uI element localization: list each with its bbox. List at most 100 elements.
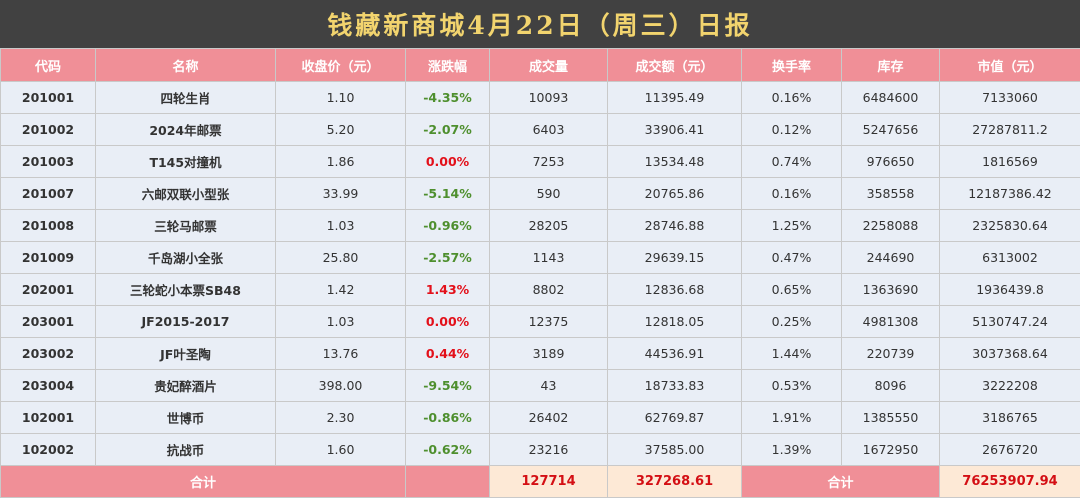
total-volume: 127714: [489, 465, 608, 498]
cell-code: 201007: [0, 177, 96, 210]
table-row: 102002 抗战币 1.60 -0.62% 23216 37585.00 1.39% 167…: [0, 433, 1080, 466]
daily-report-table: 代码 名称 收盘价（元） 涨跌幅 成交量 成交额（元） 换手率 库存 市值（元）…: [0, 48, 1080, 498]
total-label: 合计: [0, 465, 406, 498]
cell-stock: 1385550: [841, 401, 940, 434]
cell-name: 四轮生肖: [95, 81, 276, 114]
cell-code: 203001: [0, 305, 96, 338]
cell-turnover: 29639.15: [607, 241, 742, 274]
cell-cap: 3222208: [939, 369, 1080, 402]
header-cap: 市值（元）: [939, 48, 1080, 82]
cell-stock: 220739: [841, 337, 940, 370]
header-change: 涨跌幅: [405, 48, 490, 82]
header-turnover: 成交额（元）: [607, 48, 742, 82]
cell-stock: 1672950: [841, 433, 940, 466]
cell-cap: 2325830.64: [939, 209, 1080, 242]
cell-stock: 1363690: [841, 273, 940, 306]
cell-name: 贵妃醉酒片: [95, 369, 276, 402]
table-row: 201007 六邮双联小型张 33.99 -5.14% 590 20765.86 0.16%…: [0, 177, 1080, 210]
cell-rate: 0.47%: [741, 241, 842, 274]
cell-change: -2.57%: [405, 241, 490, 274]
cell-cap: 2676720: [939, 433, 1080, 466]
cell-stock: 244690: [841, 241, 940, 274]
table-row: 102001 世博币 2.30 -0.86% 26402 62769.87 1.91% 138…: [0, 401, 1080, 434]
cell-volume: 12375: [489, 305, 608, 338]
cell-volume: 10093: [489, 81, 608, 114]
cell-rate: 0.12%: [741, 113, 842, 146]
cell-volume: 28205: [489, 209, 608, 242]
cell-cap: 27287811.2: [939, 113, 1080, 146]
cell-change: 0.00%: [405, 305, 490, 338]
cell-close: 1.86: [275, 145, 406, 178]
table-row: 201008 三轮马邮票 1.03 -0.96% 28205 28746.88 1.25% 2…: [0, 209, 1080, 242]
cell-turnover: 28746.88: [607, 209, 742, 242]
cell-name: JF叶圣陶: [95, 337, 276, 370]
cell-change: 0.44%: [405, 337, 490, 370]
header-volume: 成交量: [489, 48, 608, 82]
title-bar: 钱藏新商城4月22日（周三）日报: [0, 0, 1080, 48]
cell-code: 203002: [0, 337, 96, 370]
cell-close: 33.99: [275, 177, 406, 210]
cell-rate: 1.44%: [741, 337, 842, 370]
cell-turnover: 11395.49: [607, 81, 742, 114]
cell-volume: 590: [489, 177, 608, 210]
table-row: 201001 四轮生肖 1.10 -4.35% 10093 11395.49 0.16% 64…: [0, 81, 1080, 114]
cell-turnover: 12818.05: [607, 305, 742, 338]
cell-change: -0.96%: [405, 209, 490, 242]
total-label-2: 合计: [741, 465, 940, 498]
cell-close: 1.03: [275, 305, 406, 338]
cell-code: 202001: [0, 273, 96, 306]
cell-code: 102002: [0, 433, 96, 466]
cell-volume: 1143: [489, 241, 608, 274]
cell-cap: 7133060: [939, 81, 1080, 114]
cell-change: -2.07%: [405, 113, 490, 146]
cell-name: 三轮马邮票: [95, 209, 276, 242]
cell-rate: 0.53%: [741, 369, 842, 402]
total-row: 合计 127714 327268.61 合计 76253907.94: [0, 465, 1080, 498]
table-row: 203004 贵妃醉酒片 398.00 -9.54% 43 18733.83 0.53% 80…: [0, 369, 1080, 402]
table-row: 202001 三轮蛇小本票SB48 1.42 1.43% 8802 12836.68 0.6…: [0, 273, 1080, 306]
cell-turnover: 18733.83: [607, 369, 742, 402]
cell-turnover: 13534.48: [607, 145, 742, 178]
cell-change: 0.00%: [405, 145, 490, 178]
cell-cap: 5130747.24: [939, 305, 1080, 338]
cell-change: -5.14%: [405, 177, 490, 210]
cell-cap: 3037368.64: [939, 337, 1080, 370]
cell-turnover: 12836.68: [607, 273, 742, 306]
cell-name: 2024年邮票: [95, 113, 276, 146]
cell-turnover: 37585.00: [607, 433, 742, 466]
cell-rate: 0.74%: [741, 145, 842, 178]
cell-change: -0.86%: [405, 401, 490, 434]
table-row: 201009 千岛湖小全张 25.80 -2.57% 1143 29639.15 0.47%…: [0, 241, 1080, 274]
cell-volume: 26402: [489, 401, 608, 434]
cell-close: 13.76: [275, 337, 406, 370]
cell-name: 抗战币: [95, 433, 276, 466]
table-row: 201003 T145对撞机 1.86 0.00% 7253 13534.48 0.74% 9…: [0, 145, 1080, 178]
cell-stock: 976650: [841, 145, 940, 178]
cell-turnover: 44536.91: [607, 337, 742, 370]
cell-name: T145对撞机: [95, 145, 276, 178]
header-row: 代码 名称 收盘价（元） 涨跌幅 成交量 成交额（元） 换手率 库存 市值（元）: [0, 48, 1080, 82]
cell-rate: 1.25%: [741, 209, 842, 242]
header-rate: 换手率: [741, 48, 842, 82]
header-name: 名称: [95, 48, 276, 82]
cell-rate: 0.16%: [741, 177, 842, 210]
cell-close: 5.20: [275, 113, 406, 146]
header-stock: 库存: [841, 48, 940, 82]
cell-turnover: 33906.41: [607, 113, 742, 146]
cell-rate: 1.39%: [741, 433, 842, 466]
table-row: 203002 JF叶圣陶 13.76 0.44% 3189 44536.91 1.44% 22…: [0, 337, 1080, 370]
cell-close: 398.00: [275, 369, 406, 402]
cell-stock: 2258088: [841, 209, 940, 242]
cell-code: 201002: [0, 113, 96, 146]
cell-cap: 6313002: [939, 241, 1080, 274]
cell-stock: 358558: [841, 177, 940, 210]
cell-turnover: 20765.86: [607, 177, 742, 210]
cell-volume: 7253: [489, 145, 608, 178]
cell-rate: 0.25%: [741, 305, 842, 338]
report-title: 钱藏新商城4月22日（周三）日报: [327, 11, 753, 40]
total-cap: 76253907.94: [939, 465, 1080, 498]
cell-close: 2.30: [275, 401, 406, 434]
cell-volume: 43: [489, 369, 608, 402]
cell-turnover: 62769.87: [607, 401, 742, 434]
cell-volume: 6403: [489, 113, 608, 146]
